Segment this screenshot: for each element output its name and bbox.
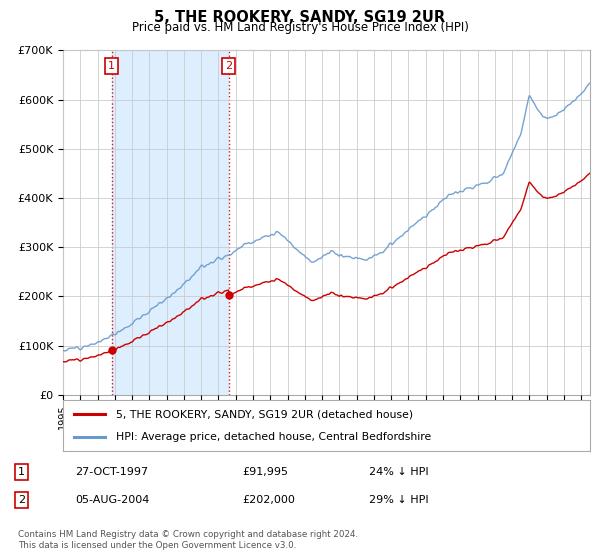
Text: £202,000: £202,000 [242,495,295,505]
Text: 05-AUG-2004: 05-AUG-2004 [76,495,150,505]
Text: 1: 1 [18,467,25,477]
Text: 5, THE ROOKERY, SANDY, SG19 2UR (detached house): 5, THE ROOKERY, SANDY, SG19 2UR (detache… [116,409,413,419]
Text: 2: 2 [225,60,232,71]
Text: HPI: Average price, detached house, Central Bedfordshire: HPI: Average price, detached house, Cent… [116,432,431,442]
Text: 24% ↓ HPI: 24% ↓ HPI [369,467,429,477]
Text: Price paid vs. HM Land Registry's House Price Index (HPI): Price paid vs. HM Land Registry's House … [131,21,469,34]
Text: 5, THE ROOKERY, SANDY, SG19 2UR: 5, THE ROOKERY, SANDY, SG19 2UR [154,10,446,25]
Text: Contains HM Land Registry data © Crown copyright and database right 2024.
This d: Contains HM Land Registry data © Crown c… [18,530,358,550]
Text: 2: 2 [18,495,25,505]
Text: 29% ↓ HPI: 29% ↓ HPI [369,495,429,505]
Text: 27-OCT-1997: 27-OCT-1997 [76,467,148,477]
Bar [112,50,229,395]
Text: £91,995: £91,995 [242,467,289,477]
Text: 1: 1 [108,60,115,71]
